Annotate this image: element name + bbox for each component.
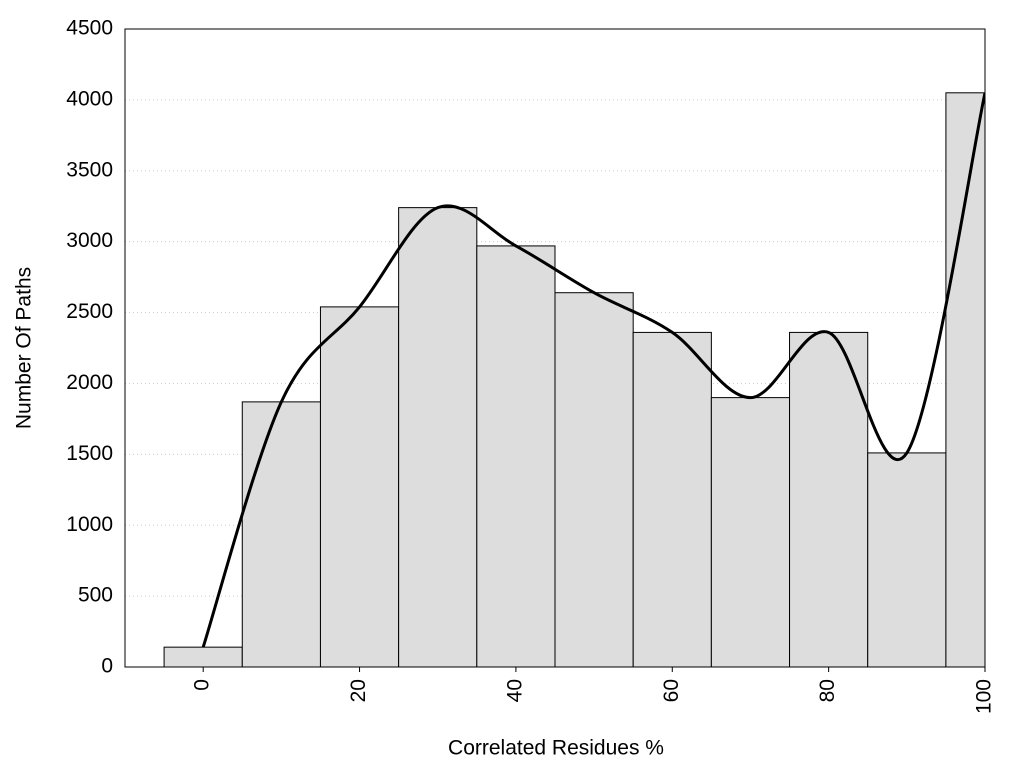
x-axis-label: Correlated Residues % xyxy=(448,737,664,760)
bar xyxy=(398,207,478,667)
bar xyxy=(789,331,869,667)
plot-area xyxy=(163,92,985,667)
y-tick-label: 3500 xyxy=(66,158,113,181)
x-tick-label: 60 xyxy=(660,679,683,702)
y-tick-label: 2500 xyxy=(66,300,113,323)
density-curve xyxy=(201,92,985,648)
y-tick-label: 4500 xyxy=(66,17,113,40)
y-tick-label: 3000 xyxy=(66,229,113,252)
y-tick-label: 500 xyxy=(78,584,113,607)
bar xyxy=(554,292,634,667)
bar xyxy=(945,92,985,667)
y-tick-label: 0 xyxy=(101,655,113,678)
x-tick-label: 80 xyxy=(816,679,839,702)
bar xyxy=(632,331,712,667)
x-tick-label: 0 xyxy=(191,679,214,691)
bar xyxy=(476,245,556,667)
y-tick-label: 4000 xyxy=(66,87,113,110)
plot-frame xyxy=(124,28,986,668)
bar xyxy=(867,452,947,667)
bar xyxy=(163,646,243,667)
y-axis-label: Number Of Paths xyxy=(13,267,36,429)
x-tick-label: 100 xyxy=(973,679,996,714)
bar xyxy=(319,306,400,667)
y-tick-label: 1000 xyxy=(66,513,113,536)
y-tick-label: 1500 xyxy=(66,442,113,465)
bar xyxy=(710,397,791,667)
x-tick-label: 20 xyxy=(347,679,370,702)
x-tick-label: 40 xyxy=(503,679,526,702)
y-tick-label: 2000 xyxy=(66,371,113,394)
bar xyxy=(241,401,321,667)
